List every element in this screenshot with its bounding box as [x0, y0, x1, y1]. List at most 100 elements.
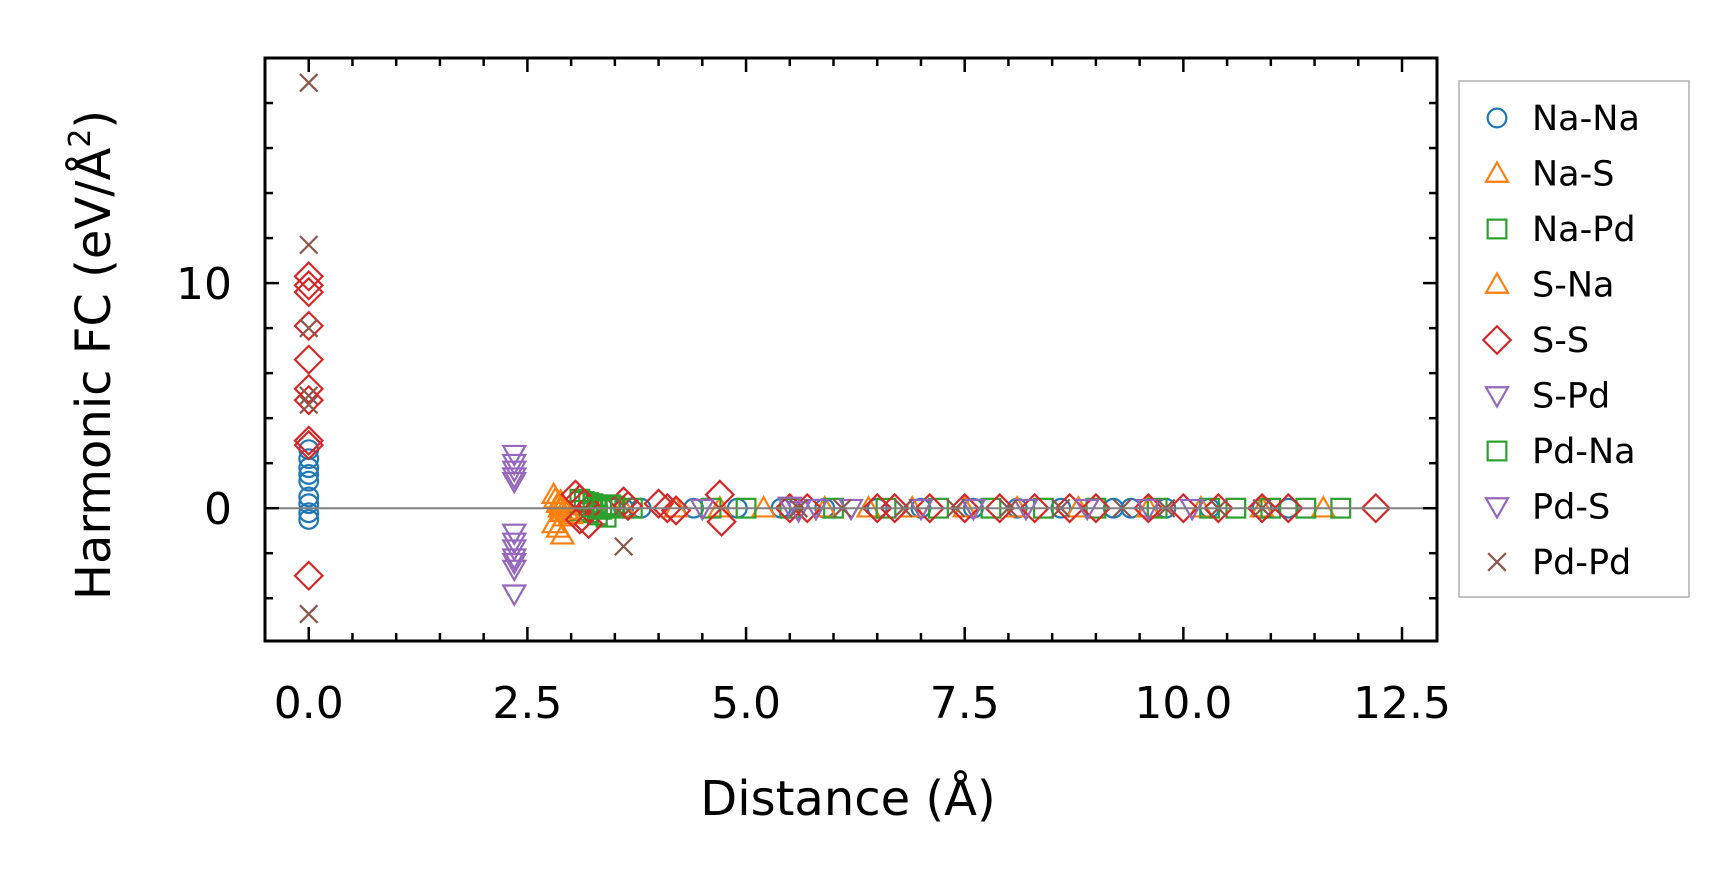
- y-tick-label: 0: [204, 484, 232, 535]
- legend: Na-Na Na-S Na-Pd S-Na S-S S-Pd Pd-Na Pd-S Pd-Pd: [1458, 80, 1690, 598]
- data-point: [1310, 494, 1337, 518]
- y-axis-label-superscript: 2: [63, 129, 98, 148]
- data-point: [299, 604, 319, 624]
- legend-label: S-Pd: [1532, 377, 1610, 417]
- data-point: [501, 471, 528, 495]
- legend-item-na-na: Na-Na: [1486, 99, 1640, 139]
- data-point: [879, 492, 911, 524]
- legend-label: Na-Pd: [1532, 210, 1636, 250]
- axis-ticks: [263, 56, 1437, 641]
- series-pd-na: [582, 494, 621, 520]
- data-point: [293, 384, 325, 416]
- x-tick-labels: 0.0 2.5 5.0 7.5 10.0 12.5: [274, 678, 1451, 729]
- x-tick-label: 5.0: [711, 678, 781, 729]
- legend-item-pd-s: Pd-S: [1484, 488, 1610, 528]
- series-pd-pd: [299, 73, 1272, 624]
- data-point: [549, 492, 576, 516]
- data-point: [600, 494, 621, 516]
- data-point: [299, 318, 319, 338]
- data-point: [298, 502, 320, 524]
- data-point: [298, 508, 320, 530]
- data-point: [501, 552, 528, 576]
- data-point: [293, 261, 325, 292]
- data-point: [293, 373, 325, 405]
- legend-item-pd-na: Pd-Na: [1486, 432, 1636, 472]
- legend-box: [1458, 80, 1690, 598]
- data-point: [984, 492, 1015, 524]
- legend-marker: [1484, 160, 1510, 183]
- data-point: [298, 463, 320, 485]
- legend-marker: [1484, 271, 1510, 294]
- legend-marker: [1484, 497, 1510, 520]
- data-point: [501, 460, 528, 484]
- data-point: [1168, 492, 1199, 524]
- data-point: [750, 494, 777, 518]
- legend-marker: [1486, 440, 1508, 462]
- legend-item-pd-pd: Pd-Pd: [1487, 543, 1631, 583]
- legend-label: S-S: [1532, 321, 1589, 361]
- y-axis-label: Harmonic FC (eV/Å2): [63, 110, 122, 600]
- legend-label: Na-Na: [1532, 99, 1640, 139]
- data-point: [1360, 492, 1392, 524]
- legend-item-s-na: S-Na: [1484, 266, 1614, 306]
- data-point: [540, 510, 567, 534]
- data-point: [1013, 498, 1039, 522]
- data-point: [1080, 492, 1112, 524]
- data-point: [1179, 498, 1205, 522]
- data-point: [1246, 492, 1278, 524]
- data-point: [501, 467, 528, 490]
- data-point: [643, 488, 674, 519]
- x-tick-label: 7.5: [930, 678, 1000, 729]
- data-point: [614, 496, 634, 516]
- data-point: [299, 386, 319, 406]
- data-point: [803, 498, 829, 522]
- data-point: [949, 492, 981, 524]
- legend-label: Na-S: [1532, 155, 1614, 195]
- legend-label: Pd-Na: [1532, 432, 1636, 472]
- data-point: [293, 425, 325, 456]
- data-point: [501, 548, 528, 571]
- legend-marker: [1481, 324, 1513, 356]
- y-axis-label-close: ): [66, 110, 122, 129]
- data-point: [1135, 498, 1162, 522]
- data-point: [660, 495, 692, 526]
- y-tick-label: 10: [176, 259, 232, 310]
- x-tick-label: 0.0: [274, 678, 344, 729]
- data-point: [298, 493, 320, 515]
- legend-marker: [1486, 107, 1508, 129]
- series-s-s: [293, 261, 1392, 592]
- legend-item-s-s: S-S: [1481, 321, 1589, 361]
- legend-marker: [1484, 386, 1510, 409]
- data-point: [689, 498, 716, 522]
- x-tick-label: 12.5: [1353, 678, 1451, 729]
- data-point: [501, 584, 528, 607]
- data-point: [501, 532, 528, 556]
- data-point: [293, 310, 325, 342]
- x-axis-label: Distance (Å): [700, 770, 995, 827]
- data-point: [914, 492, 946, 524]
- legend-marker: [1487, 552, 1507, 572]
- data-point: [299, 235, 319, 255]
- series-pd-s: [501, 471, 528, 571]
- data-markers: [293, 73, 1392, 624]
- y-tick-labels: 0 10: [176, 259, 232, 535]
- data-point: [293, 270, 325, 301]
- x-tick-label: 10.0: [1134, 678, 1232, 729]
- series-s-pd: [501, 444, 1205, 607]
- data-point: [908, 498, 934, 522]
- x-tick-label: 2.5: [492, 678, 562, 729]
- legend-item-na-pd: Na-Pd: [1486, 210, 1636, 250]
- legend-label: Pd-Pd: [1532, 543, 1631, 583]
- data-point: [855, 494, 882, 518]
- data-point: [652, 492, 683, 524]
- data-point: [1074, 498, 1101, 522]
- data-point: [706, 506, 737, 538]
- plot-frame: [263, 56, 1439, 643]
- data-point: [293, 344, 325, 375]
- data-point: [299, 395, 319, 415]
- data-point: [293, 560, 325, 592]
- legend-item-s-pd: S-Pd: [1484, 377, 1610, 417]
- data-point: [299, 73, 319, 93]
- data-point: [549, 521, 576, 545]
